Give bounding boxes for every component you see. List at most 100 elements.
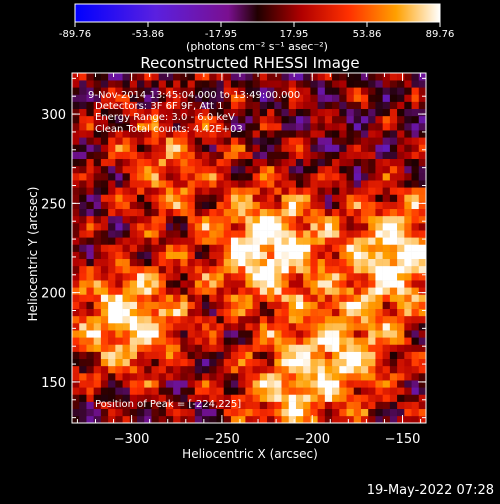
heatmap-cell	[332, 201, 340, 210]
heatmap-cell	[115, 187, 123, 195]
heatmap-cell	[230, 258, 239, 267]
heatmap-cell	[332, 358, 340, 367]
heatmap-cell	[368, 337, 376, 345]
heatmap-cell	[100, 344, 109, 352]
heatmap-cell	[339, 87, 347, 95]
heatmap-cell	[129, 351, 138, 360]
heatmap-cell	[411, 137, 420, 145]
heatmap-cell	[353, 323, 362, 331]
heatmap-cell	[259, 394, 268, 402]
heatmap-cell	[202, 315, 210, 324]
heatmap-cell	[173, 173, 181, 181]
heatmap-cell	[100, 351, 109, 360]
heatmap-cell	[238, 151, 246, 160]
heatmap-cell	[411, 230, 420, 238]
heatmap-cell	[324, 323, 333, 331]
heatmap-cell	[122, 173, 131, 181]
heatmap-cell	[100, 394, 109, 402]
heatmap-cell	[418, 337, 426, 345]
heatmap-cell	[310, 301, 318, 310]
colorbar: -89.76 -53.86 -17.95 17.95 53.86 89.76 (photo…	[59, 3, 454, 53]
heatmap-cell	[158, 130, 167, 138]
heatmap-cell	[404, 215, 412, 224]
heatmap-cell	[223, 130, 232, 138]
heatmap-cell	[173, 351, 181, 360]
heatmap-cell	[411, 223, 420, 231]
heatmap-cell	[375, 73, 383, 81]
heatmap-cell	[202, 173, 210, 181]
heatmap-cell	[324, 130, 333, 138]
heatmap-cell	[397, 294, 405, 302]
heatmap-cell	[187, 158, 196, 167]
heatmap-cell	[353, 387, 362, 395]
heatmap-cell	[100, 151, 109, 160]
heatmap-cell	[404, 173, 412, 181]
heatmap-cell	[303, 258, 311, 267]
heatmap-cell	[339, 280, 347, 288]
heatmap-cell	[288, 73, 297, 81]
heatmap-cell	[173, 415, 181, 423]
heatmap-cell	[144, 308, 152, 317]
heatmap-cell	[274, 215, 282, 224]
heatmap-cell	[129, 373, 138, 381]
heatmap-cell	[122, 251, 131, 260]
heatmap-cell	[339, 73, 347, 81]
heatmap-cell	[223, 80, 232, 88]
heatmap-cell	[259, 108, 268, 117]
heatmap-cell	[202, 351, 210, 360]
heatmap-cell	[317, 265, 326, 274]
heatmap-cell	[310, 344, 318, 352]
heatmap-cell	[397, 308, 405, 317]
heatmap-cell	[267, 208, 275, 217]
heatmap-cell	[115, 373, 123, 381]
heatmap-cell	[230, 287, 239, 295]
heatmap-cell	[137, 80, 145, 88]
heatmap-cell	[418, 244, 426, 252]
heatmap-cell	[72, 151, 80, 160]
heatmap-cell	[375, 130, 383, 138]
heatmap-cell	[252, 273, 261, 281]
heatmap-cell	[173, 308, 181, 317]
heatmap-cell	[353, 208, 362, 217]
heatmap-cell	[267, 244, 275, 252]
heatmap-cell	[288, 394, 297, 402]
heatmap-cell	[187, 137, 196, 145]
heatmap-cell	[165, 194, 174, 202]
heatmap-cell	[230, 301, 239, 310]
heatmap-cell	[238, 87, 246, 95]
heatmap-cell	[303, 323, 311, 331]
heatmap-cell	[382, 87, 391, 95]
heatmap-cell	[360, 201, 369, 210]
heatmap-cell	[317, 273, 326, 281]
heatmap-cell	[93, 415, 102, 423]
heatmap-cell	[108, 273, 116, 281]
heatmap-cell	[303, 401, 311, 410]
heatmap-cell	[245, 351, 253, 360]
heatmap-cell	[238, 123, 246, 131]
heatmap-cell	[274, 187, 282, 195]
heatmap-cell	[375, 180, 383, 188]
heatmap-cell	[238, 230, 246, 238]
heatmap-cell	[303, 130, 311, 138]
heatmap-cell	[360, 151, 369, 160]
heatmap-cell	[86, 323, 94, 331]
heatmap-cell	[151, 201, 159, 210]
heatmap-cell	[216, 251, 225, 260]
heatmap-cell	[165, 301, 174, 310]
heatmap-cell	[93, 173, 102, 181]
heatmap-cell	[339, 251, 347, 260]
heatmap-cell	[346, 294, 355, 302]
heatmap-cell	[165, 208, 174, 217]
heatmap-cell	[79, 180, 87, 188]
heatmap-cell	[245, 237, 253, 245]
heatmap-cell	[368, 130, 376, 138]
heatmap-cell	[216, 301, 225, 310]
heatmap-cell	[158, 294, 167, 302]
heatmap-cell	[100, 401, 109, 410]
heatmap-cell	[223, 265, 232, 274]
heatmap-cell	[100, 373, 109, 381]
heatmap-cell	[158, 380, 167, 388]
heatmap-cell	[418, 301, 426, 310]
heatmap-cell	[389, 223, 398, 231]
heatmap-cell	[281, 101, 290, 110]
